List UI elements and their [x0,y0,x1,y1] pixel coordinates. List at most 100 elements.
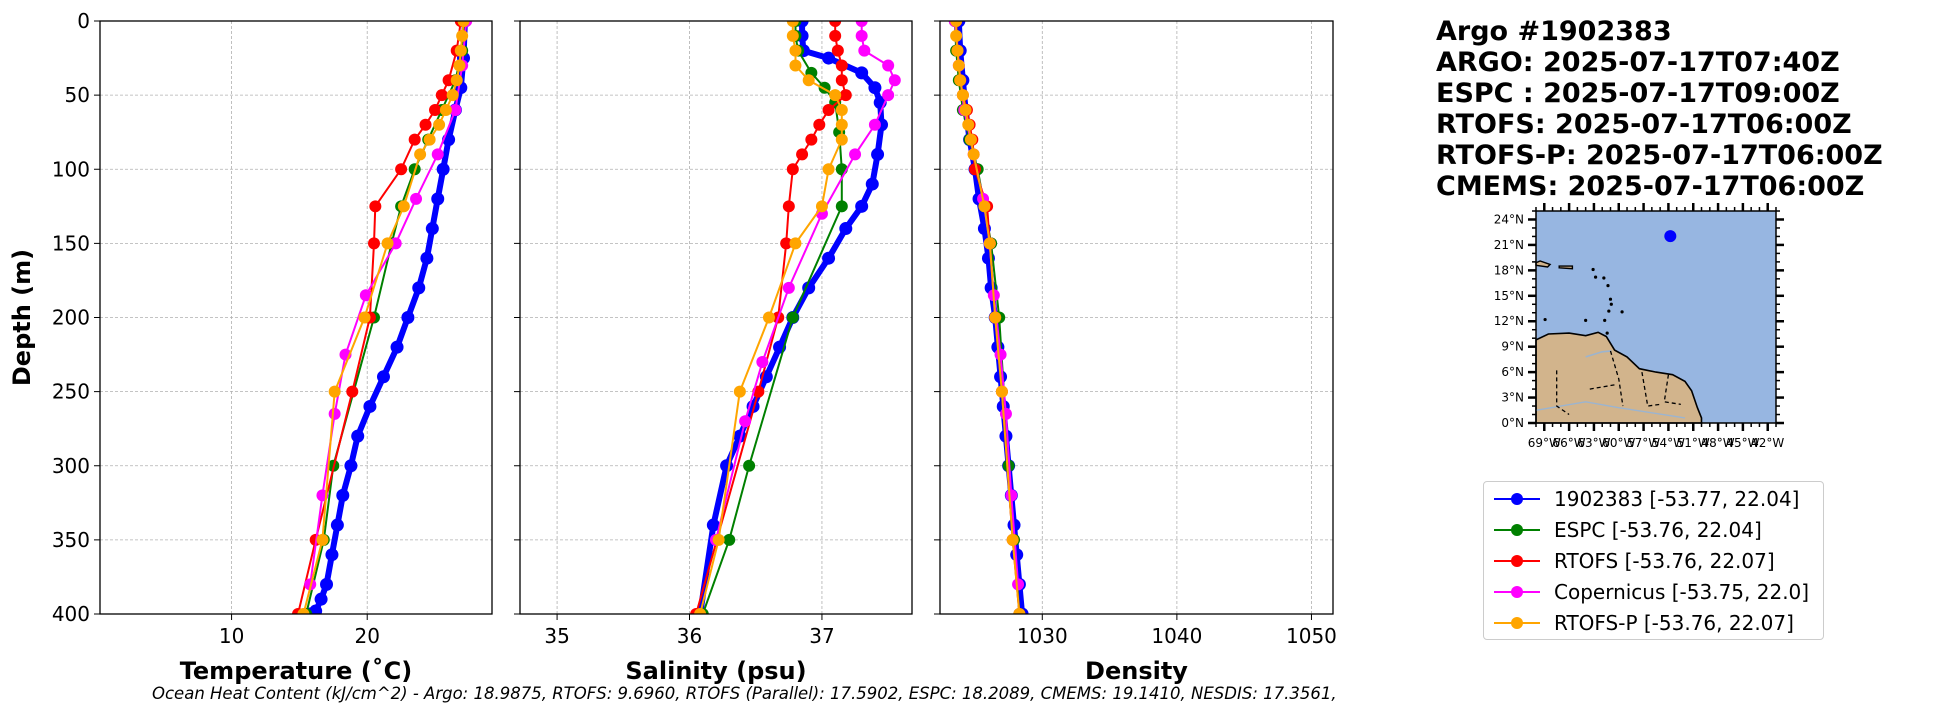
data-point-rtofs [419,118,432,131]
map-lat-label: 15°N [1494,289,1524,303]
x-axis-label: Temperature (˚C) [180,657,413,685]
data-point-rtofs-p [454,44,467,57]
data-point-rtofs-p [297,608,310,614]
map-lon-label: 48°W [1701,436,1734,450]
data-point-espc [743,459,756,472]
island-dot [1607,309,1611,313]
data-point-rtofs-p [457,21,470,27]
data-point-rtofs [822,103,835,116]
y-tick-label: 50 [65,83,90,107]
data-point-copernicus [994,348,1007,361]
legend-item: RTOFS-P [-53.76, 22.07] [1494,608,1794,638]
data-point-rtofs-p [397,200,410,213]
map-lon-label: 54°W [1652,436,1685,450]
data-point-rtofs-p [964,133,977,146]
chart-panel: 1030 1040 1050 Density [934,20,1337,685]
data-point-rtofs-p [1013,608,1026,614]
legend-item: ESPC [-53.76, 22.04] [1494,515,1762,545]
data-point-rtofs-p [414,148,427,161]
data-point-rtofs-p [694,608,707,614]
data-point-rtofs-p [951,44,964,57]
data-point-rtofs [835,59,848,72]
data-point-rtofs [835,74,848,87]
island [1558,265,1574,270]
chart-panel: 0 50 100 150 200 250 300 350 400 10 20 Temperature … [8,9,493,685]
map-lon-label: 51°W [1677,436,1710,450]
data-point-rtofs [367,237,380,250]
data-point-rtofs-p [822,163,835,176]
data-point-rtofs [408,133,421,146]
data-point-1902383 [363,399,377,413]
data-point-rtofs-p [967,148,980,161]
island-dot [1609,302,1613,306]
data-point-rtofs [831,44,844,57]
data-point-1902383 [822,251,836,265]
data-point-rtofs [780,237,793,250]
data-point-copernicus [1012,578,1025,591]
data-point-rtofs-p [328,385,341,398]
data-point-1902383 [376,370,390,384]
data-point-rtofs-p [978,200,991,213]
data-point-copernicus [858,44,871,57]
cmems-time: CMEMS: 2025-07-17T06:00Z [1436,171,1865,202]
series-group [292,21,473,614]
data-point-rtofs-p [786,29,799,42]
data-point-rtofs-p [789,59,802,72]
data-point-copernicus [888,74,901,87]
data-point-1902383 [325,548,339,562]
data-point-1902383 [401,311,415,324]
data-point-rtofs [435,89,448,102]
data-point-rtofs-p [950,21,963,27]
data-point-1902383 [871,147,885,161]
data-point-rtofs [829,29,842,42]
map-lat-label: 9°N [1501,340,1524,354]
data-point-espc [786,311,799,324]
rtofs-time: RTOFS: 2025-07-17T06:00Z [1436,109,1852,140]
x-tick-label: 1050 [1286,624,1337,648]
map-lat-label: 0°N [1501,416,1524,430]
legend-item: 1902383 [-53.77, 22.04] [1494,484,1799,514]
south-america-land [1535,331,1703,424]
data-point-copernicus [882,59,895,72]
data-point-1902383 [855,66,869,80]
legend-swatch [1494,582,1540,602]
legend-label: Copernicus [-53.75, 22.0] [1554,580,1810,604]
series-line-rtofs-p [955,21,1021,614]
data-point-rtofs [796,148,809,161]
border-line [1556,370,1570,416]
data-point-1902383 [425,222,439,236]
data-point-rtofs-p [989,311,1002,324]
data-point-1902383 [420,251,434,265]
data-point-rtofs-p [962,118,975,131]
x-tick-label: 1030 [1017,624,1068,648]
data-point-espc [723,533,736,546]
data-point-rtofs-p [789,237,802,250]
argo-title: Argo #1902383 [1436,16,1672,47]
data-point-1902383 [412,281,426,295]
data-point-rtofs-p [983,237,996,250]
data-point-rtofs [786,163,799,176]
y-tick-label: 300 [52,454,90,478]
data-point-copernicus [410,192,423,205]
data-point-rtofs-p [456,29,469,42]
data-point-copernicus [882,89,895,102]
legend-swatch [1494,551,1540,571]
data-point-1902383 [436,162,450,176]
data-point-rtofs-p [453,59,466,72]
map-lon-label: 60°W [1602,436,1635,450]
data-point-rtofs-p [802,74,815,87]
rtofs-p-time: RTOFS-P: 2025-07-17T06:00Z [1436,140,1883,171]
data-point-1902383 [706,518,720,532]
x-axis-label: Density [1085,657,1188,685]
data-point-1902383 [314,592,328,606]
data-point-rtofs-p [956,89,969,102]
series-line-rtofs-p [699,21,843,614]
argo-time: ARGO: 2025-07-17T07:40Z [1436,47,1840,78]
series-group [690,21,901,614]
island-dot [1603,318,1607,322]
data-point-copernicus [328,407,341,420]
data-point-copernicus [739,415,752,428]
data-point-1902383 [855,199,869,213]
data-point-copernicus [782,281,795,294]
data-point-rtofs [395,163,408,176]
